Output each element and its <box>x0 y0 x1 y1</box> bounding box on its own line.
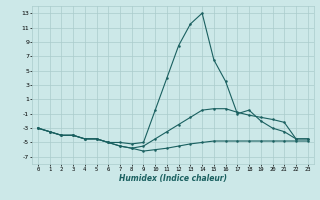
X-axis label: Humidex (Indice chaleur): Humidex (Indice chaleur) <box>119 174 227 183</box>
